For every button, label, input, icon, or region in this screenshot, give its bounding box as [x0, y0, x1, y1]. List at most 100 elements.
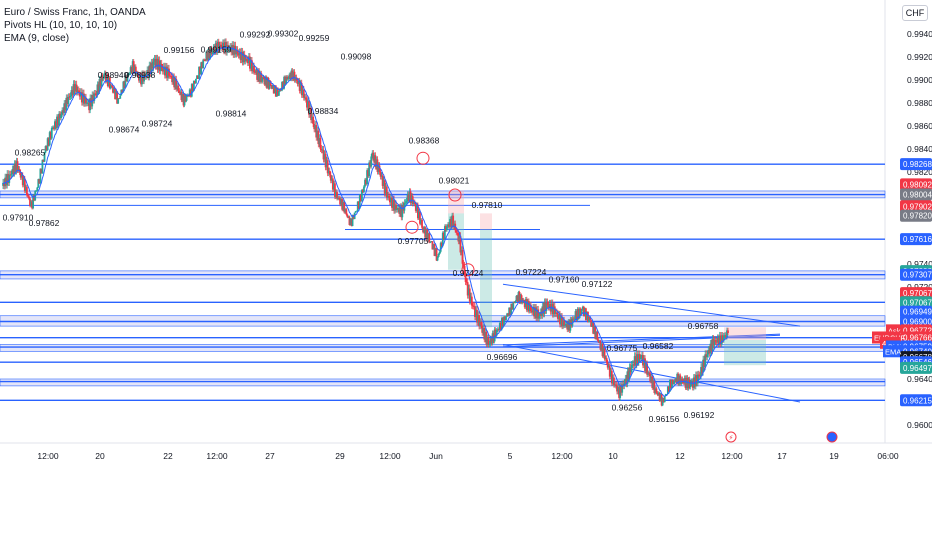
- candle-body: [396, 209, 399, 211]
- currency-badge[interactable]: CHF: [902, 5, 928, 21]
- candle-body: [174, 78, 177, 88]
- candle-body: [600, 344, 603, 350]
- candle-body: [399, 207, 402, 214]
- candle-body: [44, 146, 47, 153]
- candle-body: [362, 190, 364, 192]
- candle-body: [398, 207, 401, 214]
- candle-body: [128, 73, 131, 75]
- candle-body: [577, 308, 580, 318]
- legend-pivots-indicator[interactable]: Pivots HL (10, 10, 10, 10): [4, 20, 118, 31]
- candle-body: [464, 273, 467, 282]
- candle-body: [608, 366, 611, 377]
- price-badge-bg: [900, 158, 932, 171]
- candle-body: [409, 191, 412, 203]
- candle-body: [650, 376, 653, 382]
- candle-body: [89, 98, 92, 111]
- candle-body: [498, 323, 501, 331]
- candle-body: [423, 227, 426, 233]
- legend-ema-indicator[interactable]: EMA (9, close): [4, 33, 70, 44]
- candle-body: [52, 127, 55, 130]
- ask-tag: Ask: [888, 326, 901, 335]
- candle-body: [658, 392, 661, 401]
- long-position-target: [724, 339, 766, 366]
- candle-body: [694, 375, 697, 387]
- candle-body: [181, 93, 184, 101]
- candle-body: [306, 99, 308, 108]
- candle-body: [326, 160, 329, 174]
- candle-body: [590, 320, 592, 327]
- candle-body: [255, 70, 257, 73]
- candle-body: [16, 161, 19, 171]
- candle-body: [257, 70, 260, 80]
- candle-body: [636, 354, 639, 363]
- candle-body: [298, 81, 301, 91]
- pivot-label: 0.97224: [516, 267, 547, 277]
- candle-body: [250, 60, 252, 69]
- candle-body: [725, 335, 727, 338]
- candle-body: [689, 383, 692, 387]
- candle-body: [206, 51, 209, 61]
- candle-body: [75, 84, 78, 93]
- candle-body: [74, 84, 77, 92]
- candle-body: [607, 366, 610, 368]
- pivot-label: 0.96758: [688, 321, 719, 331]
- candle-body: [416, 204, 419, 219]
- candle-body: [649, 374, 652, 382]
- candle-body: [262, 77, 265, 78]
- candle-body: [23, 178, 26, 192]
- candle-body: [60, 114, 63, 119]
- candle-body: [653, 380, 656, 394]
- price-badge-bg: [900, 178, 932, 191]
- candle-body: [638, 354, 641, 360]
- candle-body: [63, 103, 66, 114]
- candle-body: [271, 84, 274, 89]
- price-badge-label: 0.96497: [903, 364, 932, 373]
- candle-body: [73, 84, 76, 92]
- candle-body: [354, 211, 357, 213]
- candle-body: [159, 63, 162, 72]
- candle-body: [515, 295, 518, 302]
- candle-body: [483, 327, 486, 340]
- candle-body: [129, 67, 132, 74]
- time-axis-tick: 5: [508, 451, 513, 461]
- candle-body: [567, 322, 570, 330]
- candle-body: [682, 382, 685, 384]
- candle-body: [111, 85, 113, 87]
- candle-body: [449, 219, 451, 227]
- candle-body: [385, 186, 388, 198]
- candle-body: [289, 74, 292, 80]
- candle-body: [275, 87, 278, 97]
- candle-body: [572, 318, 575, 320]
- candle-body: [620, 386, 623, 393]
- price-badge-bg: [900, 209, 932, 222]
- candle-body: [413, 202, 416, 205]
- candle-body: [263, 77, 266, 85]
- candle-body: [154, 58, 157, 67]
- candle-body: [576, 308, 579, 321]
- time-axis-tick: 12: [675, 451, 685, 461]
- candle-body: [384, 186, 387, 194]
- candle-body: [439, 242, 442, 252]
- rising-trendline-2: [502, 334, 781, 348]
- candle-body: [296, 80, 299, 85]
- candle-body: [438, 251, 441, 254]
- candle-body: [552, 306, 555, 315]
- candle-body: [378, 165, 381, 173]
- candle-body: [533, 307, 535, 317]
- time-axis-tick: 12:00: [721, 451, 743, 461]
- candle-body: [524, 299, 527, 308]
- candle-body: [120, 89, 123, 96]
- pivot-circle-marker: [461, 263, 475, 277]
- candle-body: [43, 152, 46, 162]
- candle-body: [5, 177, 8, 186]
- candle-body: [236, 50, 239, 54]
- candle-body: [540, 312, 543, 316]
- candle-body: [71, 90, 74, 95]
- candle-body: [118, 98, 121, 100]
- candle-body: [526, 301, 529, 311]
- candle-body: [672, 380, 674, 384]
- candle-body: [713, 340, 716, 346]
- candle-body: [674, 379, 677, 382]
- candle-body: [239, 52, 242, 60]
